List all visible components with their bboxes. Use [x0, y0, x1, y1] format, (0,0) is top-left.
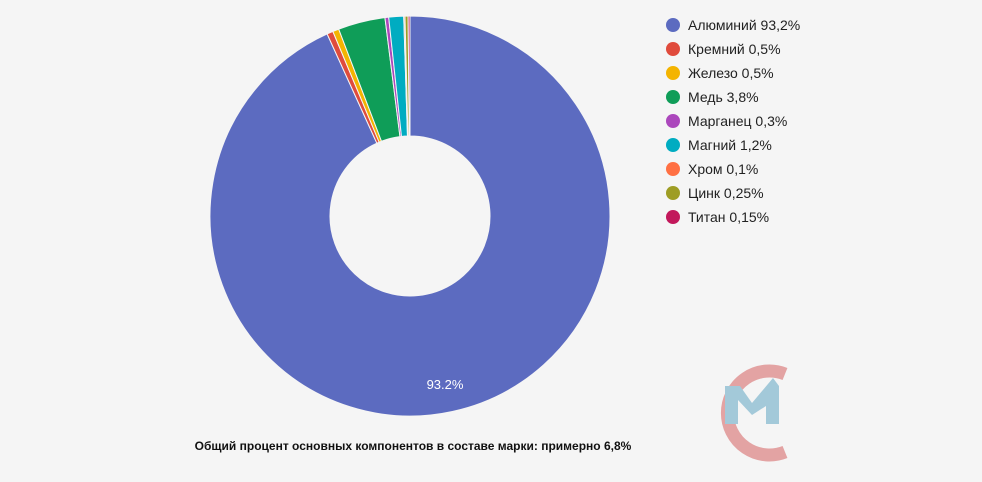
- legend-label: Алюминий 93,2%: [688, 17, 801, 33]
- legend-item[interactable]: Титан 0,15%: [666, 205, 800, 229]
- legend-item[interactable]: Хром 0,1%: [666, 157, 800, 181]
- footer-note: Общий процент основных компонентов в сос…: [194, 439, 632, 453]
- legend-swatch: [666, 90, 680, 104]
- legend-label: Цинк 0,25%: [688, 185, 764, 201]
- legend-item[interactable]: Кремний 0,5%: [666, 37, 800, 61]
- legend-item[interactable]: Железо 0,5%: [666, 61, 800, 85]
- slice-9[interactable]: [407, 15, 411, 137]
- legend: Алюминий 93,2% Кремний 0,5% Железо 0,5% Мед…: [666, 13, 800, 229]
- legend-swatch: [666, 66, 680, 80]
- slice-1[interactable]: [209, 15, 611, 417]
- legend-label: Марганец 0,3%: [688, 113, 788, 129]
- legend-swatch: [666, 162, 680, 176]
- slice-label: 93.2%: [427, 377, 464, 392]
- legend-swatch: [666, 210, 680, 224]
- legend-item[interactable]: Магний 1,2%: [666, 133, 800, 157]
- legend-swatch: [666, 186, 680, 200]
- legend-item[interactable]: Алюминий 93,2%: [666, 13, 800, 37]
- legend-label: Титан 0,15%: [688, 209, 770, 225]
- legend-swatch: [666, 42, 680, 56]
- legend-swatch: [666, 138, 680, 152]
- legend-label: Кремний 0,5%: [688, 41, 781, 57]
- legend-label: Хром 0,1%: [688, 161, 759, 177]
- legend-label: Железо 0,5%: [688, 65, 774, 81]
- legend-item[interactable]: Марганец 0,3%: [666, 109, 800, 133]
- legend-swatch: [666, 18, 680, 32]
- legend-item[interactable]: Цинк 0,25%: [666, 181, 800, 205]
- legend-swatch: [666, 114, 680, 128]
- legend-label: Медь 3,8%: [688, 89, 759, 105]
- legend-item[interactable]: Медь 3,8%: [666, 85, 800, 109]
- legend-label: Магний 1,2%: [688, 137, 772, 153]
